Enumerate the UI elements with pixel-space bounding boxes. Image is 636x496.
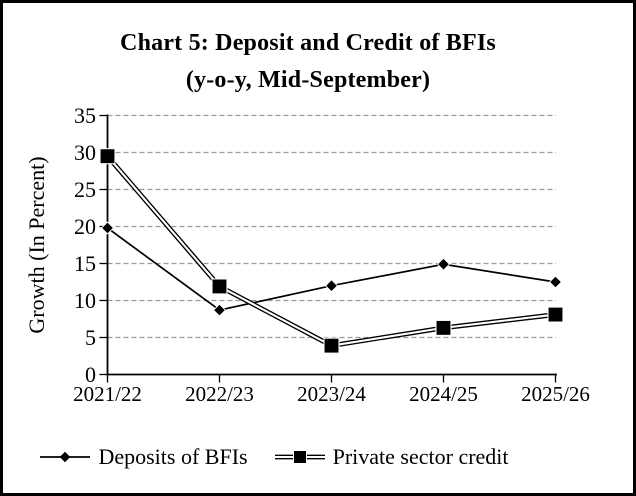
square-marker — [323, 337, 340, 354]
diamond-marker — [324, 279, 339, 293]
y-tick-label: 30 — [74, 139, 96, 165]
x-tick-label: 2023/24 — [297, 382, 366, 406]
plot-area — [99, 114, 564, 383]
y-tick-label: 10 — [74, 287, 96, 313]
legend-label-deposits: Deposits of BFIs — [98, 444, 248, 469]
diamond-marker — [436, 257, 451, 271]
credit-line-square-icon — [274, 450, 325, 464]
y-tick-label: 35 — [74, 102, 96, 128]
legend-item-deposits: Deposits of BFIs — [39, 444, 248, 470]
diamond-marker — [548, 275, 563, 289]
legend: Deposits of BFIs Private sector credit — [3, 444, 589, 470]
square-marker — [99, 148, 116, 165]
diamond-marker — [212, 303, 227, 317]
y-tick-label: 20 — [74, 213, 96, 239]
y-tick-label: 5 — [85, 324, 96, 350]
y-tick-label: 25 — [74, 176, 96, 202]
square-marker — [435, 319, 452, 336]
chart-subtitle: (y-o-y, Mid-September) — [185, 67, 431, 93]
deposits-line-diamond-icon — [40, 451, 91, 463]
square-marker — [547, 306, 564, 323]
x-tick-label: 2021/22 — [73, 382, 142, 406]
y-tick-label: 0 — [85, 361, 96, 387]
legend-item-credit: Private sector credit — [274, 444, 509, 470]
diamond-marker — [100, 221, 115, 235]
square-marker — [211, 278, 228, 295]
series-line-diamond — [106, 227, 556, 312]
chart-title: Chart 5: Deposit and Credit of BFIs — [120, 30, 496, 56]
x-tick-label: 2025/26 — [521, 382, 590, 406]
series-line-inner-square — [106, 155, 556, 347]
x-tick-label: 2022/23 — [185, 382, 254, 406]
x-tick-label: 2024/25 — [409, 382, 478, 406]
chart-title-block: Chart 5: Deposit and Credit of BFIs (y-o… — [3, 25, 623, 99]
legend-label-credit: Private sector credit — [332, 444, 509, 469]
y-tick-label: 15 — [74, 250, 96, 276]
series-line-square — [105, 154, 556, 349]
